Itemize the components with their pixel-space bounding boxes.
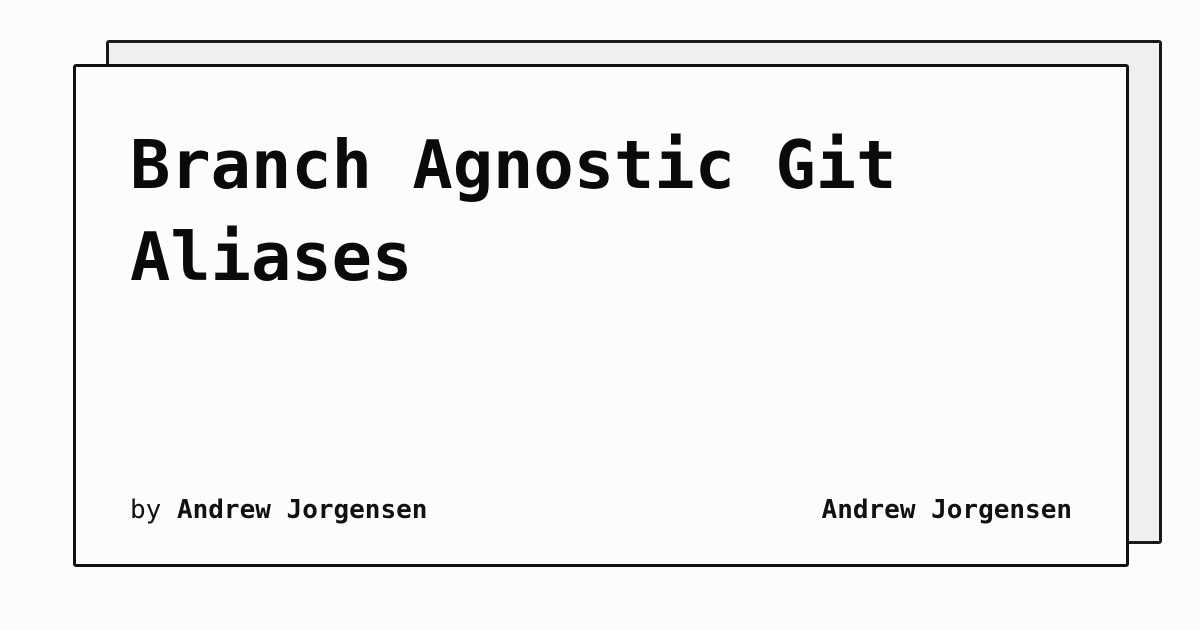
byline-author: Andrew Jorgensen	[176, 495, 428, 525]
byline: by Andrew Jorgensen	[130, 495, 427, 525]
site-name: Andrew Jorgensen	[821, 495, 1072, 525]
card-front: Branch Agnostic Git Aliases by Andrew Jo…	[73, 64, 1129, 567]
byline-prefix: by	[130, 495, 177, 525]
post-title: Branch Agnostic Git Aliases	[130, 126, 897, 296]
